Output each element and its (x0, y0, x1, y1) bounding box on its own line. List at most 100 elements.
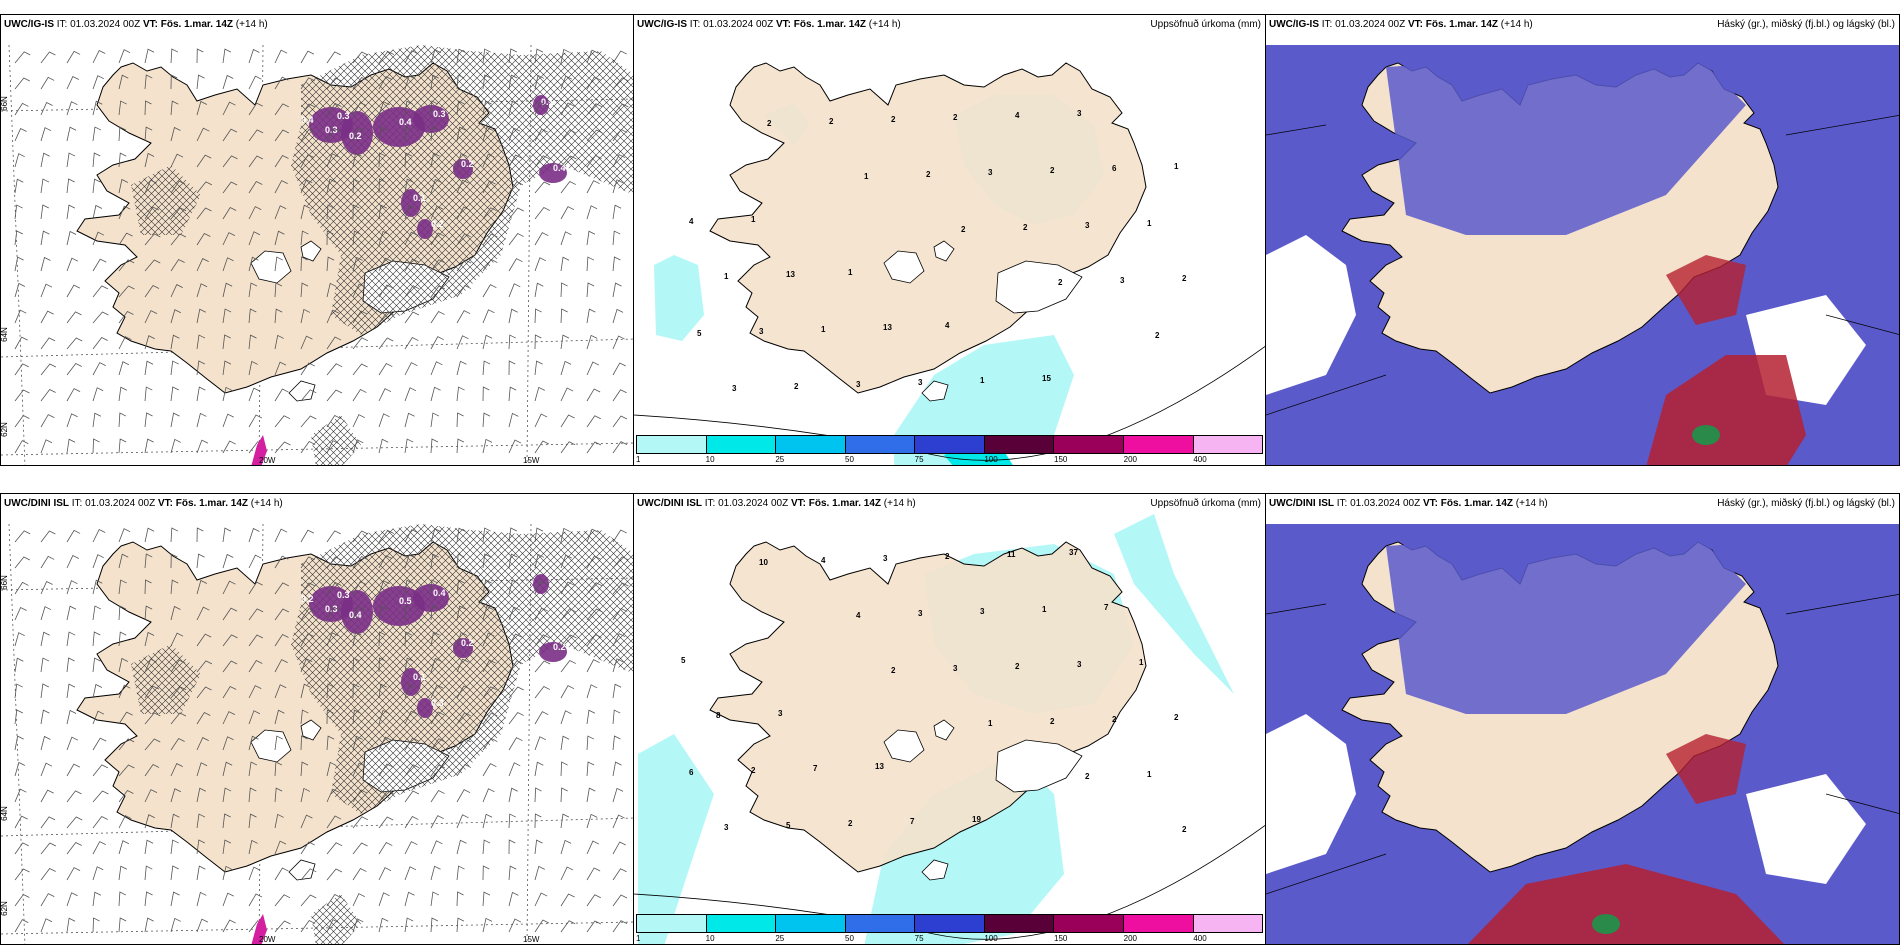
wind-barb (66, 529, 81, 543)
wind-barb (352, 657, 360, 673)
colorbar-swatch (984, 915, 1055, 932)
wind-barb (560, 893, 575, 907)
wind-barb (612, 814, 625, 829)
colorbar-swatch (984, 436, 1055, 453)
wind-barb (14, 282, 26, 298)
wind-barb (352, 762, 366, 777)
wind-barb (378, 204, 387, 220)
colorbar-swatch (1054, 436, 1124, 453)
wind-barb (14, 309, 27, 324)
wind-barb (40, 867, 56, 881)
precip-value-label: 2 (751, 766, 756, 775)
wind-barb (430, 259, 445, 272)
wind-barb (92, 866, 104, 881)
wind-barb (14, 657, 24, 673)
colorbar-tick: 150 (1054, 455, 1068, 464)
wind-barb (456, 631, 468, 647)
wind-barb (586, 813, 598, 829)
frost-precip-area (533, 574, 549, 594)
wind-barb (534, 155, 550, 168)
precip-value-label: 2 (1058, 278, 1063, 287)
wind-barb (586, 415, 601, 428)
wind-barb (14, 581, 29, 595)
wind-barb (326, 919, 340, 933)
wind-barb (300, 282, 309, 298)
frost-label: 0.4 (399, 117, 412, 127)
wind-barb (456, 100, 465, 116)
wind-barb (274, 308, 283, 324)
frost-label: 0.4 (433, 588, 446, 598)
wind-barb (378, 605, 388, 621)
precip-colorbar: 1 10 25 50 75 100 150 200 400 (636, 914, 1263, 943)
wind-barb (456, 839, 467, 855)
wind-barb (248, 129, 264, 142)
wind-barb (508, 606, 521, 621)
wind-barb (508, 360, 516, 376)
wind-barb (482, 632, 495, 647)
wind-barb (118, 438, 127, 454)
cloud-legend-title: Háský (gr.), miðský (fj.bl.) og lágský (… (1717, 498, 1895, 509)
wind-barb (196, 308, 206, 324)
wind-barb (560, 414, 575, 428)
wind-barb (300, 441, 316, 454)
wind-barb (378, 311, 394, 324)
wind-barb (274, 555, 289, 569)
glacier (921, 380, 949, 402)
wind-barb (404, 605, 412, 621)
wind-barb (482, 891, 491, 907)
wind-barb (586, 76, 601, 90)
wind-barb (40, 816, 56, 829)
wind-barb (92, 412, 102, 428)
wind-barb (482, 48, 491, 64)
wind-barb (456, 412, 464, 428)
wind-barb (222, 813, 231, 829)
wind-barb (378, 152, 386, 168)
wind-barb (612, 179, 624, 194)
wind-barb (612, 415, 628, 428)
wind-barb (248, 685, 262, 699)
wind-barb (274, 334, 284, 350)
wind-barb (118, 711, 133, 725)
precip-legend-title: Uppsöfnuð úrkoma (mm) (1150, 19, 1261, 30)
wind-barb (560, 181, 577, 194)
frost-label: 0.1 (413, 193, 426, 203)
wind-barb (300, 920, 316, 933)
wind-barb (534, 308, 542, 324)
wind-barb (534, 761, 544, 777)
wind-barb (144, 579, 152, 595)
wind-barb (404, 75, 416, 90)
wind-barb (92, 683, 103, 699)
wind-barb (14, 606, 27, 621)
wind-barb (40, 530, 56, 543)
wind-barb (196, 660, 213, 673)
wind-barb (300, 415, 317, 428)
precip-value-label: 2 (891, 115, 896, 124)
colorbar-tick: 400 (1193, 934, 1207, 943)
wind-barb (66, 204, 76, 220)
colorbar-tick: 50 (845, 934, 854, 943)
precip-value-label: 3 (778, 709, 783, 718)
colorbar-tick: 10 (705, 934, 715, 943)
wind-barb (612, 204, 622, 220)
wind-barb (14, 815, 28, 829)
wind-barb (66, 388, 81, 402)
wind-barb (248, 414, 263, 428)
colorbar-tick: 25 (775, 455, 785, 464)
frost-label: 0.5 (399, 596, 412, 606)
wind-barb (482, 553, 491, 569)
wind-barb (352, 530, 368, 543)
wind-barb (66, 892, 78, 907)
wind-barb (456, 658, 469, 673)
frost-precip-area (401, 668, 421, 696)
wind-barb (326, 632, 339, 647)
wind-barb (40, 762, 53, 777)
wind-barb (586, 334, 598, 350)
wind-barb (352, 893, 366, 907)
wind-barb (378, 388, 392, 402)
wind-barb (118, 310, 134, 324)
glacier (883, 250, 925, 284)
precip-value-label: 2 (945, 552, 950, 561)
precip-value-label: 2 (1182, 825, 1187, 834)
wind-barb (222, 711, 236, 725)
wind-barb (14, 102, 29, 116)
